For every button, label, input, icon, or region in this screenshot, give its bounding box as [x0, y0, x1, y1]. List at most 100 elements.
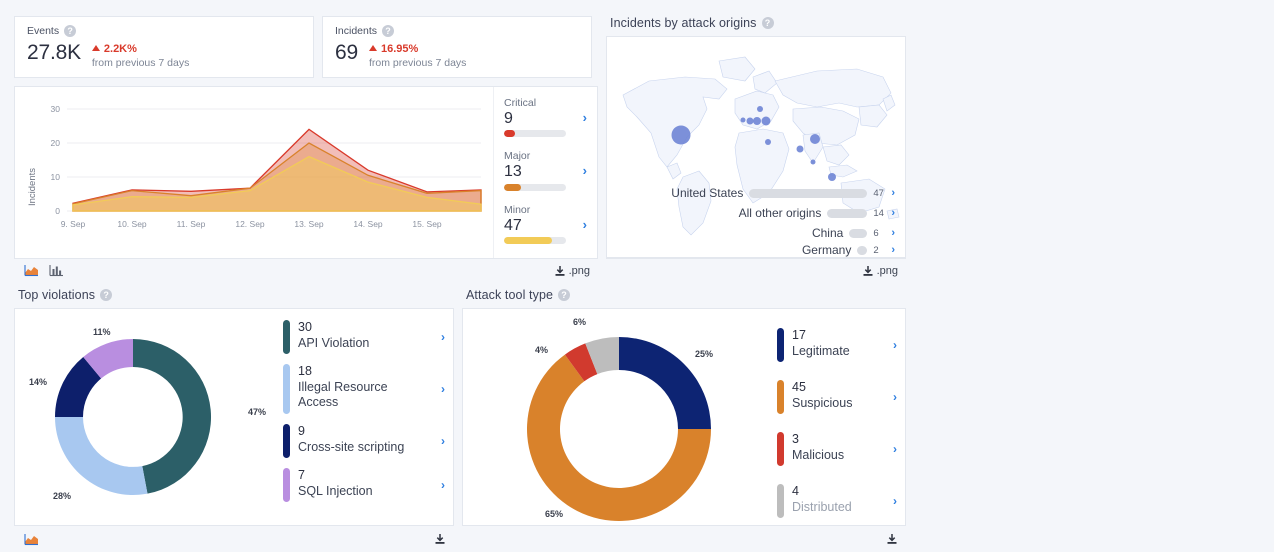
- severity-item-major[interactable]: Major 13 ›: [504, 150, 588, 191]
- legend-value: 7: [298, 468, 305, 482]
- severity-bar-fill: [504, 237, 553, 245]
- attack-tool-type-card: 6% 4% 25% 65% 17 Legitimate › 45: [462, 308, 906, 535]
- chevron-right-icon[interactable]: ›: [891, 227, 895, 239]
- legend-item-malicious[interactable]: 3 Malicious ›: [777, 423, 897, 475]
- chevron-right-icon[interactable]: ›: [441, 434, 445, 448]
- chevron-right-icon[interactable]: ›: [891, 187, 895, 199]
- slice-suspicious: [527, 354, 711, 521]
- kpi-events-pct: 2.2K%: [103, 43, 137, 55]
- origin-value: 47: [873, 187, 884, 199]
- chevron-right-icon[interactable]: ›: [893, 442, 897, 456]
- legend-item-illegal-resource-access[interactable]: 18 Illegal Resource Access ›: [283, 359, 445, 419]
- kpi-card-events[interactable]: Events ? 27.8K 2.2K% from previous 7 day…: [14, 16, 314, 78]
- download-png-button[interactable]: .png: [862, 265, 898, 277]
- severity-item-minor[interactable]: Minor 47 ›: [504, 203, 588, 245]
- kpi-card-incidents[interactable]: Incidents ? 69 16.95% from previous 7 da…: [322, 16, 592, 78]
- origin-value: 2: [873, 244, 879, 256]
- chevron-right-icon[interactable]: ›: [893, 338, 897, 352]
- help-icon[interactable]: ?: [382, 25, 395, 37]
- origin-row-germany[interactable]: Germany 2 ›: [607, 243, 895, 257]
- origin-value: 6: [873, 227, 879, 239]
- chevron-right-icon[interactable]: ›: [891, 244, 895, 256]
- legend-label: Legitimate: [792, 343, 850, 358]
- legend-text: 4 Distributed: [792, 484, 881, 515]
- legend-text: 3 Malicious: [792, 432, 881, 463]
- origin-value: 14: [873, 207, 884, 219]
- help-icon[interactable]: ?: [64, 25, 77, 37]
- severity-item-critical[interactable]: Critical 9 ›: [504, 97, 588, 138]
- svg-text:14. Sep: 14. Sep: [353, 219, 383, 229]
- help-icon[interactable]: ?: [100, 289, 113, 301]
- origin-row-all-other-origins[interactable]: All other origins 14 ›: [607, 203, 895, 223]
- origin-bar: [749, 188, 868, 198]
- kpi-incidents-value: 69: [335, 41, 358, 64]
- pct-label-api-violation: 47%: [248, 407, 267, 417]
- attack-origins-panel: Incidents by attack origins ?: [606, 16, 906, 282]
- legend-value: 17: [792, 328, 806, 342]
- chevron-right-icon[interactable]: ›: [582, 110, 587, 125]
- download-icon: [887, 534, 897, 544]
- chevron-right-icon[interactable]: ›: [893, 494, 897, 508]
- svg-text:13. Sep: 13. Sep: [294, 219, 324, 229]
- legend-item-distributed[interactable]: 4 Distributed ›: [777, 475, 897, 527]
- legend-swatch: [777, 328, 784, 362]
- trend-up-icon: [368, 45, 377, 51]
- pct-label-illegal-resource-access: 28%: [53, 491, 72, 501]
- svg-text:11. Sep: 11. Sep: [177, 219, 206, 229]
- chevron-right-icon[interactable]: ›: [582, 163, 587, 179]
- svg-text:10. Sep: 10. Sep: [117, 219, 147, 229]
- incidents-timeline-panel: 30 20 10 0 Incidents 9. Sep 10. Sep 11. …: [14, 86, 598, 282]
- attack-tool-type-donut[interactable]: 6% 4% 25% 65%: [463, 309, 771, 534]
- svg-text:0: 0: [55, 206, 60, 216]
- pct-label-distributed: 6%: [573, 317, 587, 327]
- chevron-right-icon[interactable]: ›: [582, 216, 587, 232]
- legend-item-api-violation[interactable]: 30 API Violation ›: [283, 315, 445, 359]
- legend-item-cross-site-scripting[interactable]: 9 Cross-site scripting ›: [283, 419, 445, 463]
- chevron-right-icon[interactable]: ›: [891, 207, 895, 219]
- download-png-button[interactable]: [434, 533, 446, 545]
- kpi-incidents-sub: from previous 7 days: [368, 57, 467, 69]
- legend-swatch: [283, 320, 290, 354]
- origin-row-china[interactable]: China 6 ›: [607, 223, 895, 243]
- chevron-right-icon[interactable]: ›: [441, 382, 445, 396]
- incidents-area-chart[interactable]: 30 20 10 0 Incidents 9. Sep 10. Sep 11. …: [15, 87, 493, 281]
- pct-label-cross-site-scripting: 14%: [29, 377, 48, 387]
- chevron-right-icon[interactable]: ›: [441, 330, 445, 344]
- top-violations-donut-svg: [55, 339, 212, 496]
- svg-text:10: 10: [51, 172, 61, 182]
- bar-chart-toggle[interactable]: [49, 264, 64, 277]
- legend-item-sql-injection[interactable]: 7 SQL Injection ›: [283, 463, 445, 507]
- origin-row-united-states[interactable]: United States 47 ›: [607, 183, 895, 203]
- kpi-incidents-change: 16.95%: [368, 43, 466, 55]
- area-chart-svg: 30 20 10 0 Incidents 9. Sep 10. Sep 11. …: [27, 104, 482, 229]
- severity-label-critical: Critical: [504, 97, 537, 109]
- legend-item-suspicious[interactable]: 45 Suspicious ›: [777, 371, 897, 423]
- pct-label-legitimate: 25%: [695, 349, 714, 359]
- help-icon[interactable]: ?: [761, 17, 774, 29]
- svg-text:Incidents: Incidents: [27, 168, 38, 206]
- severity-label-minor: Minor: [504, 203, 531, 216]
- attack-origins-title: Incidents by attack origins: [610, 16, 757, 30]
- series-minor: [72, 155, 482, 212]
- svg-text:15. Sep: 15. Sep: [412, 219, 442, 229]
- download-png-button[interactable]: .png: [554, 265, 590, 277]
- top-violations-card: 11% 14% 28% 47% 30 API Violation ›: [14, 308, 454, 535]
- chevron-right-icon[interactable]: ›: [441, 478, 445, 492]
- download-png-label: .png: [568, 264, 590, 277]
- top-violations-donut[interactable]: 11% 14% 28% 47%: [15, 309, 277, 534]
- area-chart-toggle[interactable]: [24, 533, 39, 546]
- legend-item-legitimate[interactable]: 17 Legitimate ›: [777, 319, 897, 371]
- help-icon[interactable]: ?: [558, 289, 571, 301]
- severity-bar-fill: [504, 130, 516, 138]
- legend-swatch: [283, 364, 290, 414]
- kpi-events-delta: 2.2K% from previous 7 days: [91, 42, 189, 69]
- chevron-right-icon[interactable]: ›: [893, 390, 897, 404]
- download-png-button[interactable]: [886, 533, 898, 545]
- world-map-card[interactable]: United States 47 › All other origins 14 …: [606, 36, 906, 258]
- area-chart-toggle[interactable]: [24, 264, 39, 277]
- legend-label: SQL Injection: [298, 483, 373, 498]
- trend-up-icon: [91, 45, 100, 51]
- kpi-row: Events ? 27.8K 2.2K% from previous 7 day…: [14, 16, 592, 78]
- pct-label-malicious: 4%: [535, 345, 549, 355]
- kpi-incidents-label: Incidents ?: [335, 25, 579, 37]
